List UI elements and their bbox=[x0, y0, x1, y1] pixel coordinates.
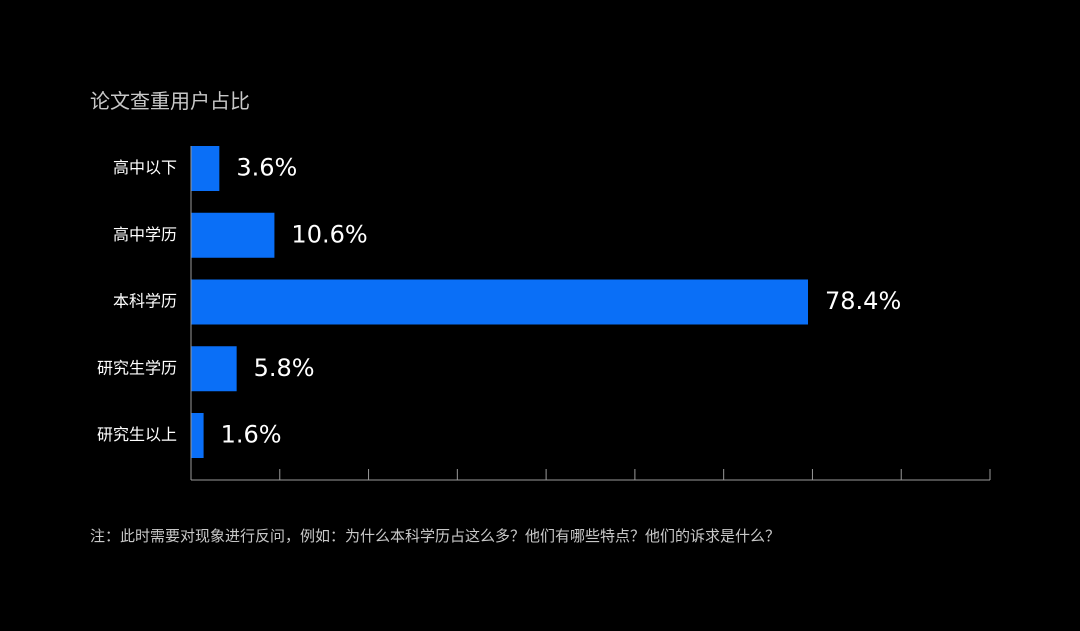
bar-1 bbox=[191, 146, 220, 191]
value-label: 10.6% bbox=[291, 220, 367, 248]
bar-3 bbox=[191, 279, 809, 325]
chart-title: 论文查重用户占比 bbox=[90, 89, 250, 113]
value-label: 5.8% bbox=[254, 354, 315, 382]
category-label: 本科学历 bbox=[113, 292, 177, 311]
category-label: 高中学历 bbox=[113, 225, 177, 244]
plot-area: 高中以下 3.6% 高中学历 10.6% 本科学历 78.4% 研究生学历 5.8% 研究生以上… bbox=[97, 146, 991, 481]
value-label: 78.4% bbox=[825, 287, 901, 315]
footnote-text: 注：此时需要对现象进行反问，例如：为什么本科学历占这么多？他们有哪些特点？他们的… bbox=[90, 527, 780, 545]
bar-4 bbox=[191, 346, 237, 392]
bar-5 bbox=[191, 413, 204, 458]
category-label: 研究生学历 bbox=[97, 358, 177, 377]
category-label: 高中以下 bbox=[113, 158, 177, 177]
value-label: 3.6% bbox=[236, 154, 297, 182]
category-label: 研究生以上 bbox=[97, 425, 177, 444]
bar-2 bbox=[191, 212, 275, 258]
value-label: 1.6% bbox=[221, 421, 282, 449]
